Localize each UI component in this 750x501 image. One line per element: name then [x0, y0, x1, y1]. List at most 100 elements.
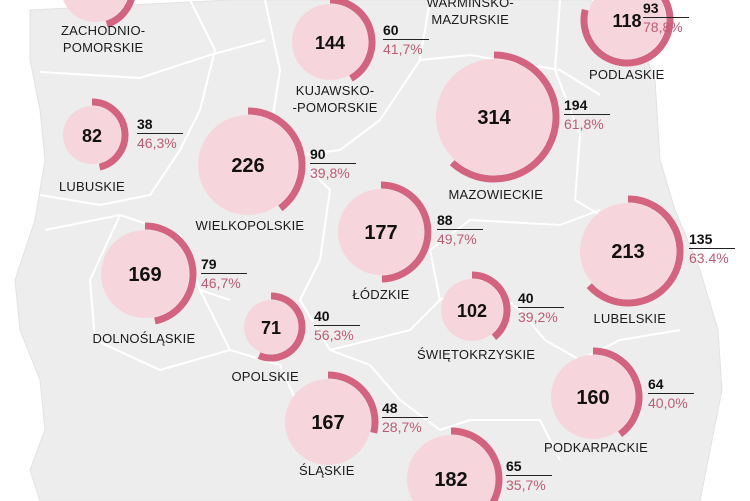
- stat-swietokrzyskie: 40 39,2%: [518, 290, 564, 326]
- percent-value: 63.4%: [689, 250, 729, 266]
- region-name-line: PODKARPACKIE: [544, 440, 649, 455]
- bubble-circle: [63, 0, 127, 22]
- bubble-circle: [101, 230, 189, 318]
- bubble-circle: [441, 279, 503, 341]
- stat-lodzkie: 88 49,7%: [437, 212, 483, 248]
- total-value: 169: [128, 264, 161, 286]
- share-arc: [580, 0, 674, 67]
- region-name-line: ŚLĄSKIE: [299, 463, 355, 478]
- bubble-circle: [244, 300, 298, 354]
- percent-value: 49,7%: [437, 231, 477, 247]
- region-name-lodzkie: ŁÓDZKIE: [353, 286, 410, 303]
- share-arc: [450, 427, 503, 501]
- stat-lubuskie: 38 46,3%: [137, 116, 183, 152]
- stat-malopolskie: 65 35,7%: [506, 458, 552, 494]
- bubble-circle: [551, 355, 635, 439]
- region-name-line: OPOLSKIE: [231, 369, 299, 384]
- share-arc: [449, 51, 560, 183]
- region-name-line: LUBUSKIE: [59, 179, 125, 194]
- bubble-circle: [63, 106, 121, 164]
- percent-value: 39,2%: [518, 309, 558, 325]
- region-name-line: MAZOWIECKIE: [448, 187, 544, 202]
- region-name-line: ZACHODNIO-: [61, 23, 146, 38]
- share-arc: [329, 0, 376, 82]
- count-value: 88: [437, 212, 483, 230]
- count-value: 135: [689, 231, 735, 249]
- share-arc: [257, 292, 306, 362]
- region-name-dolnoslaskie: DOLNOŚLĄSKIE: [93, 330, 196, 347]
- percent-value: 41,7%: [383, 41, 423, 57]
- region-name-line: ŁÓDZKIE: [352, 287, 410, 302]
- region-name-opolskie: OPOLSKIE: [232, 368, 299, 385]
- share-arc: [380, 181, 432, 283]
- region-name-zachodniopomorskie: ZACHODNIO- POMORSKIE: [61, 22, 145, 56]
- percent-value: 78,8%: [643, 19, 683, 35]
- count-value: 93: [643, 0, 689, 18]
- stat-wielkopolskie: 90 39,8%: [310, 146, 356, 182]
- count-value: 60: [383, 22, 429, 40]
- count-value: 64: [648, 376, 694, 394]
- count-value: 40: [518, 290, 564, 308]
- region-name-line: WIELKOPOLSKIE: [195, 218, 305, 233]
- bubble-opolskie: 71: [244, 292, 306, 362]
- percent-value: 46,7%: [201, 275, 241, 291]
- bubble-circle: [407, 435, 495, 501]
- bubble-circle: [198, 115, 298, 215]
- region-name-wielkopolskie: WIELKOPOLSKIE: [196, 217, 305, 234]
- count-value: 65: [506, 458, 552, 476]
- total-value: 213: [611, 241, 644, 263]
- count-value: 38: [137, 116, 183, 134]
- total-value: 71: [261, 318, 281, 338]
- share-arc: [144, 222, 197, 325]
- total-value: 182: [434, 469, 467, 491]
- bubble-lodzkie: 177: [338, 181, 432, 283]
- share-arc: [247, 107, 306, 212]
- percent-value: 56,3%: [314, 327, 354, 343]
- bubble-podkarpackie: 160: [551, 347, 643, 439]
- stat-kujawsko-pomorskie: 60 41,7%: [383, 22, 429, 58]
- bubble-podlaskie: 118: [580, 0, 674, 67]
- region-bubbles: 118 144 82 226 314 177 213 169 71 102 160 167 182: [63, 0, 684, 501]
- stat-dolnoslaskie: 79 46,7%: [201, 256, 247, 292]
- region-name-line: DOLNOŚLĄSKIE: [92, 331, 196, 346]
- percent-value: 40,0%: [648, 395, 688, 411]
- bubble-circle: [292, 4, 368, 80]
- percent-value: 61,8%: [564, 116, 604, 132]
- bubble-circle: [436, 59, 552, 175]
- bubble-lubelskie: 213: [580, 195, 684, 307]
- stat-opolskie: 40 56,3%: [314, 308, 360, 344]
- percent-value: 46,3%: [137, 135, 177, 151]
- bubble-lubuskie: 82: [63, 98, 129, 171]
- count-value: 48: [382, 400, 428, 418]
- region-name-podkarpackie: PODKARPACKIE: [544, 439, 648, 456]
- bubble-circle: [338, 189, 424, 275]
- region-name-swietokrzyskie: ŚWIĘTOKRZYSKIE: [417, 346, 535, 363]
- bubble-slaskie: 167: [285, 371, 379, 465]
- share-arc: [105, 0, 135, 28]
- total-value: 144: [315, 33, 345, 53]
- count-value: 90: [310, 146, 356, 164]
- bubble-circle: [580, 203, 676, 299]
- region-name-line: MAZURSKIE: [431, 12, 510, 27]
- region-name-warminsko-mazurskie: WARMIŃSKO- MAZURSKIE: [427, 0, 514, 28]
- total-value: 118: [612, 11, 641, 31]
- share-arc: [327, 371, 379, 434]
- bubble-dolnoslaskie: 169: [101, 222, 197, 325]
- percent-value: 28,7%: [382, 419, 422, 435]
- bubble-circle: [285, 379, 371, 465]
- region-name-line: PODLASKIE: [589, 67, 665, 82]
- count-value: 194: [564, 97, 610, 115]
- percent-value: 39,8%: [310, 165, 350, 181]
- region-name-mazowieckie: MAZOWIECKIE: [449, 186, 544, 203]
- region-name-line: KUJAWSKO-: [295, 83, 375, 98]
- region-name-line: LUBELSKIE: [593, 311, 667, 326]
- region-name-lubelskie: LUBELSKIE: [594, 310, 667, 327]
- total-value: 177: [364, 222, 397, 244]
- total-value: 102: [457, 301, 487, 321]
- stat-podkarpackie: 64 40,0%: [648, 376, 694, 412]
- share-arc: [586, 195, 684, 307]
- region-name-line: ŚWIĘTOKRZYSKIE: [417, 347, 536, 362]
- bubble-swietokrzyskie: 102: [441, 271, 511, 341]
- percent-value: 35,7%: [506, 477, 546, 493]
- stat-mazowieckie: 194 61,8%: [564, 97, 610, 133]
